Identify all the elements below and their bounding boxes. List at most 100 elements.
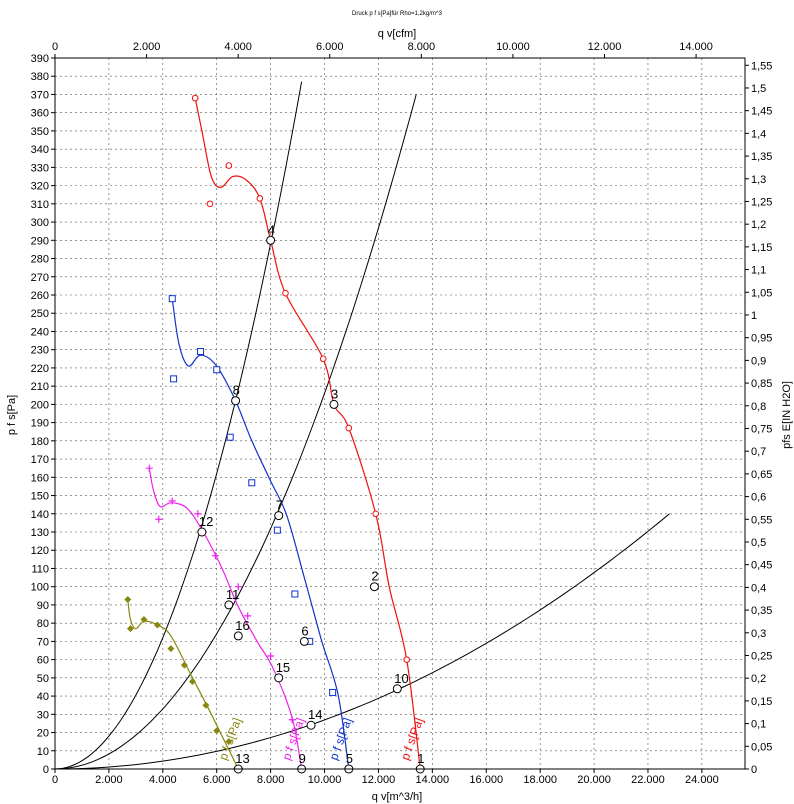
y-tick-label: 350 — [31, 126, 49, 138]
y-tick-label: 240 — [31, 326, 49, 338]
y2-tick-label: 0,1 — [751, 719, 766, 731]
operating-point-label: 10 — [394, 671, 408, 686]
operating-point — [329, 399, 339, 409]
y2-tick-label: 1,15 — [751, 242, 772, 254]
x-tick-label: 2.000 — [95, 774, 123, 786]
x-tick-label: 20.000 — [577, 774, 611, 786]
y2-tick-label: 1,5 — [751, 83, 766, 95]
y-tick-label: 200 — [31, 399, 49, 411]
y2-tick-label: 1,55 — [751, 60, 772, 72]
x-tick-label: 22.000 — [631, 774, 665, 786]
bottom-axis-title: q v[m^3/h] — [372, 791, 422, 803]
operating-point-label: 14 — [308, 707, 322, 722]
x-tick-label: 14.000 — [416, 774, 450, 786]
data-point — [372, 510, 380, 518]
y2-tick-label: 1 — [751, 310, 757, 322]
x-tick-label: 4.000 — [149, 774, 177, 786]
x-tick-label: 12.000 — [362, 774, 396, 786]
operating-point-label: 16 — [235, 618, 249, 633]
y-tick-label: 270 — [31, 272, 49, 284]
operating-point-label: 15 — [276, 660, 290, 675]
y-tick-label: 170 — [31, 454, 49, 466]
data-point — [225, 162, 233, 169]
y-tick-label: 280 — [31, 254, 49, 266]
y-tick-label: 120 — [31, 545, 49, 557]
y-tick-label: 60 — [37, 655, 49, 667]
y2-tick-label: 0,65 — [751, 469, 772, 481]
system-curve-2-5 — [54, 94, 417, 770]
operating-point — [274, 511, 284, 521]
series-2: p f s[Pa] — [168, 295, 355, 773]
y2-tick-label: 1,4 — [751, 128, 766, 140]
y-tick-label: 370 — [31, 89, 49, 101]
data-point — [168, 497, 176, 505]
data-point — [273, 526, 281, 534]
y2-tick-label: 1,3 — [751, 174, 766, 186]
data-point — [126, 625, 134, 633]
x2-tick-label: 10.000 — [496, 41, 530, 53]
x2-tick-label: 2.000 — [133, 41, 161, 53]
operating-point-label: 2 — [371, 569, 378, 584]
y-tick-label: 30 — [37, 709, 49, 721]
x2-tick-label: 8.000 — [408, 41, 436, 53]
data-point — [167, 645, 175, 653]
y-tick-label: 250 — [31, 308, 49, 320]
y-tick-label: 260 — [31, 290, 49, 302]
y-tick-label: 110 — [31, 563, 49, 575]
operating-point — [197, 527, 207, 537]
operating-point-label: 13 — [235, 751, 249, 766]
y-tick-label: 230 — [31, 345, 49, 357]
y2-tick-label: 1,1 — [751, 265, 766, 277]
operating-point-label: 4 — [268, 222, 275, 237]
y-tick-label: 0 — [43, 764, 49, 776]
data-point — [168, 295, 176, 303]
y-tick-label: 300 — [31, 217, 49, 229]
y2-tick-label: 1,25 — [751, 196, 772, 208]
y-tick-label: 360 — [31, 108, 49, 120]
system-curve-1-4 — [54, 81, 303, 770]
operating-point — [266, 235, 276, 245]
y-tick-label: 290 — [31, 235, 49, 247]
y2-tick-label: 0,75 — [751, 423, 772, 435]
data-point — [194, 510, 202, 518]
y2-tick-label: 0,25 — [751, 650, 772, 662]
x2-tick-label: 6.000 — [316, 41, 344, 53]
data-point — [155, 515, 163, 523]
y-tick-label: 390 — [31, 53, 49, 65]
data-point — [226, 433, 234, 441]
data-point — [170, 375, 178, 383]
series-line — [148, 468, 303, 770]
grid — [55, 57, 745, 769]
y2-tick-label: 0,95 — [751, 333, 772, 345]
operating-point — [392, 684, 402, 694]
data-point — [319, 355, 327, 363]
y-tick-label: 380 — [31, 71, 49, 83]
system-curves — [54, 81, 670, 770]
operating-point-label: 3 — [331, 386, 338, 401]
y2-tick-label: 0,6 — [751, 492, 766, 504]
data-point — [191, 94, 199, 102]
system-curve-3-6 — [54, 513, 670, 770]
operating-point-label: 12 — [199, 514, 213, 529]
series-line — [127, 599, 239, 770]
y-tick-label: 190 — [31, 418, 49, 430]
y-tick-label: 80 — [37, 618, 49, 630]
y-tick-label: 150 — [31, 491, 49, 503]
y-tick-label: 50 — [37, 673, 49, 685]
data-point — [153, 621, 161, 629]
x-tick-label: 18.000 — [523, 774, 557, 786]
operating-point-label: 1 — [417, 751, 424, 766]
y-tick-label: 100 — [31, 582, 49, 594]
x-tick-label: 16.000 — [469, 774, 503, 786]
data-point — [124, 595, 132, 603]
operating-point — [306, 720, 316, 730]
operating-point — [299, 636, 309, 646]
data-point — [345, 424, 353, 432]
y2-tick-label: 0,5 — [751, 537, 766, 549]
y2-tick-label: 1,2 — [751, 219, 766, 231]
y-tick-label: 320 — [31, 181, 49, 193]
y2-tick-label: 0,8 — [751, 401, 766, 413]
operating-point-label: 6 — [301, 623, 308, 638]
series-line — [171, 298, 350, 770]
